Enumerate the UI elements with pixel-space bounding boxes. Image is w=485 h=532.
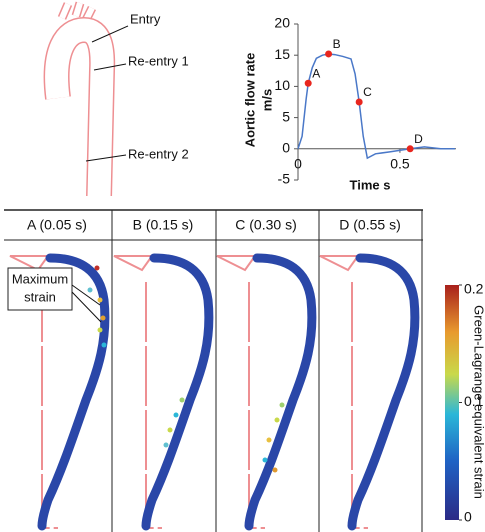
point-label: B: [333, 37, 341, 51]
point: [406, 145, 414, 153]
strain-spot: [173, 412, 179, 418]
aorta-wall: [37, 253, 110, 531]
panel-title: D (0.55 s): [339, 217, 400, 233]
diagram-label: Re-entry 1: [128, 53, 189, 68]
panel-title: C (0.30 s): [235, 217, 296, 233]
panel-title: B (0.15 s): [133, 217, 194, 233]
y-tick-label: 5: [282, 108, 290, 124]
strain-spot: [167, 427, 173, 433]
annotation: strain: [24, 289, 56, 304]
diagram-label: Re-entry 2: [128, 146, 189, 161]
strain-spot: [94, 265, 100, 271]
colorbar-tick-label: 0.2: [464, 281, 484, 297]
annotation-arrow: [71, 284, 102, 323]
point: [355, 98, 363, 106]
aorta-wall: [347, 253, 420, 531]
colorbar: [445, 285, 459, 520]
y-axis-label: Aortic flow rate: [242, 53, 257, 148]
y-tick-label: -5: [278, 171, 291, 187]
aorta-wall: [244, 253, 317, 531]
panel-aorta: [216, 253, 317, 531]
point: [325, 50, 333, 58]
colorbar-tick-label: 0.1: [464, 393, 484, 409]
x-axis-label: Time s: [350, 177, 391, 192]
aorta-outline: [216, 255, 257, 272]
line: [297, 53, 455, 160]
strain-spot: [266, 437, 272, 443]
x-tick-label: 0: [294, 156, 302, 172]
strain-spot: [97, 297, 103, 303]
panel-title: A (0.05 s): [27, 217, 87, 233]
strain-spot: [262, 457, 268, 463]
strain-spot: [274, 417, 280, 423]
panel-aorta: [319, 253, 420, 531]
colorbar-tick-label: 0: [464, 509, 472, 525]
panel-aorta: [9, 253, 110, 531]
panels: [9, 253, 420, 531]
y-tick-label: 0: [282, 140, 290, 156]
aorta-outline: [319, 255, 360, 272]
y-tick-label: 20: [274, 15, 290, 31]
panel-grid: [4, 209, 423, 532]
strain-spot: [100, 315, 106, 321]
y-tick-label: 15: [274, 46, 290, 62]
point: [304, 79, 312, 87]
strain-spot: [87, 287, 93, 293]
y-tick-label: 10: [274, 77, 290, 93]
point-label: C: [363, 85, 372, 99]
strain-spot: [97, 327, 103, 333]
strain-spot: [272, 467, 278, 473]
annotation-box: [7, 267, 73, 311]
aorta-outline: [113, 255, 154, 272]
panel-aorta: [113, 253, 214, 531]
aorta-wall: [141, 253, 214, 531]
strain-spot: [101, 342, 107, 348]
aorta-outline: [9, 255, 50, 272]
colorbar-label: Green-Lagrange equivalent strain: [472, 305, 485, 499]
x-tick-label: 0.5: [390, 156, 410, 172]
point-label: D: [414, 132, 423, 146]
strain-spot: [279, 402, 285, 408]
aorta-diagram: [43, 1, 129, 200]
annotation: Maximum: [12, 271, 68, 286]
strain-spot: [179, 397, 185, 403]
strain-spot: [163, 442, 169, 448]
y-axis-unit: m/s: [259, 89, 274, 111]
point-label: A: [312, 66, 320, 80]
diagram-label: Entry: [130, 11, 161, 26]
